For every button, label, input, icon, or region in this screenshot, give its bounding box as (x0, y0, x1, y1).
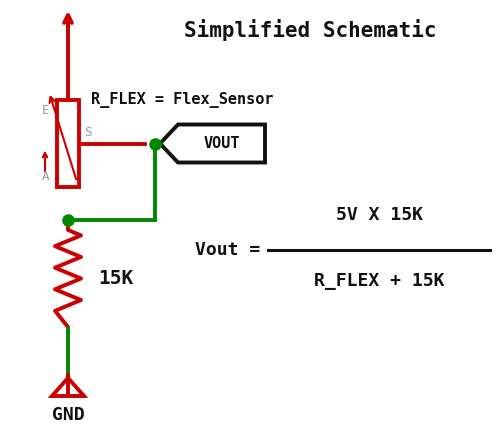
Text: R_FLEX + 15K: R_FLEX + 15K (314, 272, 444, 290)
Text: Simplified Schematic: Simplified Schematic (184, 19, 436, 41)
Text: GND: GND (52, 406, 84, 424)
Text: Vout =: Vout = (195, 241, 260, 259)
Text: E: E (42, 104, 49, 117)
Polygon shape (52, 378, 84, 396)
Polygon shape (160, 125, 265, 162)
Text: S: S (84, 125, 92, 138)
Text: 15K: 15K (98, 269, 133, 288)
Text: VOUT: VOUT (203, 136, 240, 151)
Bar (57, 100, 79, 187)
Text: +5V: +5V (73, 0, 103, 3)
Text: A: A (42, 170, 49, 183)
Text: R_FLEX = Flex_Sensor: R_FLEX = Flex_Sensor (91, 92, 274, 108)
Text: 5V X 15K: 5V X 15K (336, 206, 422, 224)
